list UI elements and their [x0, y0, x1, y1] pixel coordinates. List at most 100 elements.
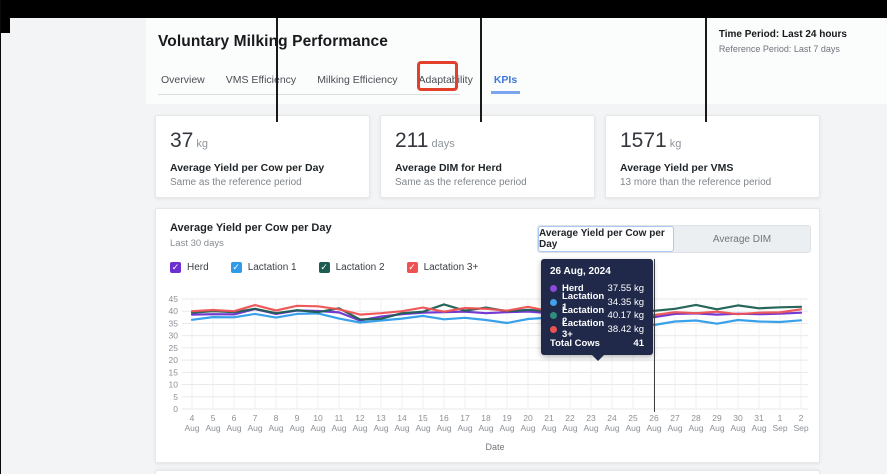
tab-vms-efficiency[interactable]: VMS Efficiency: [225, 74, 297, 86]
svg-text:25: 25: [169, 343, 179, 353]
yield-line-chart[interactable]: 0 5 10 15 20 25 30 35 40 45 4 Aug 5 Aug 6 Aug 7 Aug 8 Aug 9 A…: [164, 287, 814, 457]
tooltip-series-row: Lactation 2 40.17 kg: [550, 305, 644, 327]
tooltip-series-row: Lactation 3+ 38.42 kg: [550, 318, 644, 340]
toggle-average-dim[interactable]: Average DIM: [712, 233, 772, 245]
tooltip-series-value: 38.42 kg: [607, 323, 644, 335]
tab-overview[interactable]: Overview: [161, 74, 205, 86]
chart-legend: ✓ Herd ✓ Lactation 1 ✓ Lactation 2 ✓ Lactation …: [170, 262, 478, 273]
tooltip-series-label: Herd: [562, 283, 584, 295]
annotation-vertical-line-3: [705, 18, 707, 122]
chart-hover-crosshair: [654, 259, 655, 412]
series-dot-icon: [550, 298, 557, 306]
tooltip-series-value: 34.35 kg: [607, 296, 644, 308]
kpi-card-row: 37 kg Average Yield per Cow per Day Same as…: [155, 115, 820, 198]
tooltip-series-label: Lactation 2: [562, 304, 605, 327]
chart-metric-toggle: Average Yield per Cow per Day Average DIM: [537, 225, 811, 253]
svg-text:45: 45: [169, 294, 179, 304]
tooltip-series-value: 40.17 kg: [607, 310, 644, 322]
legend-item: ✓ Lactation 3+: [406, 262, 479, 273]
chart-tooltip: 26 Aug, 2024 Herd 37.55 kg Lactation 1 34.3…: [541, 259, 653, 361]
header-band: Voluntary Milking Performance Time Perio…: [146, 18, 887, 104]
legend-checkbox-checked-icon[interactable]: ✓: [230, 262, 242, 273]
annotation-vertical-line-1: [276, 18, 278, 122]
series-dot-icon: [550, 285, 557, 293]
tab-adaptability[interactable]: Adaptability: [418, 74, 473, 86]
tooltip-arrow: [591, 354, 605, 361]
series-line-lactation-1: [190, 312, 803, 327]
legend-checkbox-checked-icon[interactable]: ✓: [318, 262, 330, 273]
kpi-unit: days: [431, 138, 455, 150]
tooltip-series-row: Lactation 1 34.35 kg: [550, 291, 644, 313]
legend-label: Lactation 2: [335, 262, 385, 273]
kpi-label: Average Yield per Cow per Day: [170, 162, 325, 174]
reference-period-label: Reference Period: Last 7 days: [718, 44, 840, 54]
kpi-card: 1571 kg Average Yield per VMS 13 more than …: [605, 115, 820, 198]
left-edge-line: [0, 0, 1, 474]
tooltip-series-label: Lactation 1: [562, 291, 605, 314]
tab-kpis[interactable]: KPIs: [490, 70, 521, 94]
chart-subtitle: Last 30 days: [170, 238, 224, 249]
kpis-tab-highlight-box: [417, 61, 458, 91]
tooltip-total-value: 41: [633, 338, 644, 349]
tab-milking-efficiency[interactable]: Milking Efficiency: [317, 74, 398, 86]
legend-item: ✓ Herd: [170, 262, 209, 273]
legend-checkbox-checked-icon[interactable]: ✓: [406, 262, 418, 273]
tab-bar: Overview VMS Efficiency Milking Efficiency…: [158, 70, 521, 95]
svg-text:15: 15: [169, 367, 179, 377]
tooltip-series-row: Herd 37.55 kg: [550, 282, 644, 296]
annotation-vertical-line-2: [480, 18, 482, 122]
legend-checkbox-checked-icon[interactable]: ✓: [170, 262, 181, 273]
tooltip-rows: Herd 37.55 kg Lactation 1 34.35 kg Lactation…: [550, 282, 644, 340]
svg-text:10: 10: [169, 380, 179, 390]
tooltip-total-row: Total Cows 41: [550, 338, 644, 349]
legend-label: Lactation 3+: [423, 262, 479, 273]
kpi-label: Average Yield per VMS: [620, 162, 734, 174]
kpi-comparison: 13 more than the reference period: [620, 177, 772, 188]
page-title: Voluntary Milking Performance: [158, 33, 388, 50]
time-period-label: Time Period: Last 24 hours: [718, 29, 847, 40]
kpi-unit: kg: [669, 138, 682, 150]
svg-text:35: 35: [169, 318, 179, 328]
top-black-bar: [0, 0, 887, 18]
kpi-label: Average DIM for Herd: [395, 162, 502, 174]
svg-text:30: 30: [169, 331, 179, 341]
x-axis-title: Date: [485, 442, 504, 452]
kpi-card: 211 days Average DIM for Herd Same as the r…: [380, 115, 595, 198]
legend-label: Lactation 1: [247, 262, 297, 273]
kpi-value: 1571: [620, 129, 667, 152]
yield-chart-card: Average Yield per Cow per Day Last 30 da…: [155, 208, 820, 463]
kpi-value: 37: [170, 129, 194, 152]
kpi-comparison: Same as the reference period: [170, 177, 302, 188]
series-line-lactation-3-: [190, 304, 803, 317]
toggle-average-yield-per-cow-per-day[interactable]: Average Yield per Cow per Day: [538, 226, 674, 252]
tooltip-series-label: Lactation 3+: [562, 318, 605, 341]
kpi-value: 211: [395, 129, 429, 152]
top-left-notch: [0, 18, 10, 33]
series-dot-icon: [550, 312, 557, 320]
legend-item: ✓ Lactation 1: [230, 262, 297, 273]
